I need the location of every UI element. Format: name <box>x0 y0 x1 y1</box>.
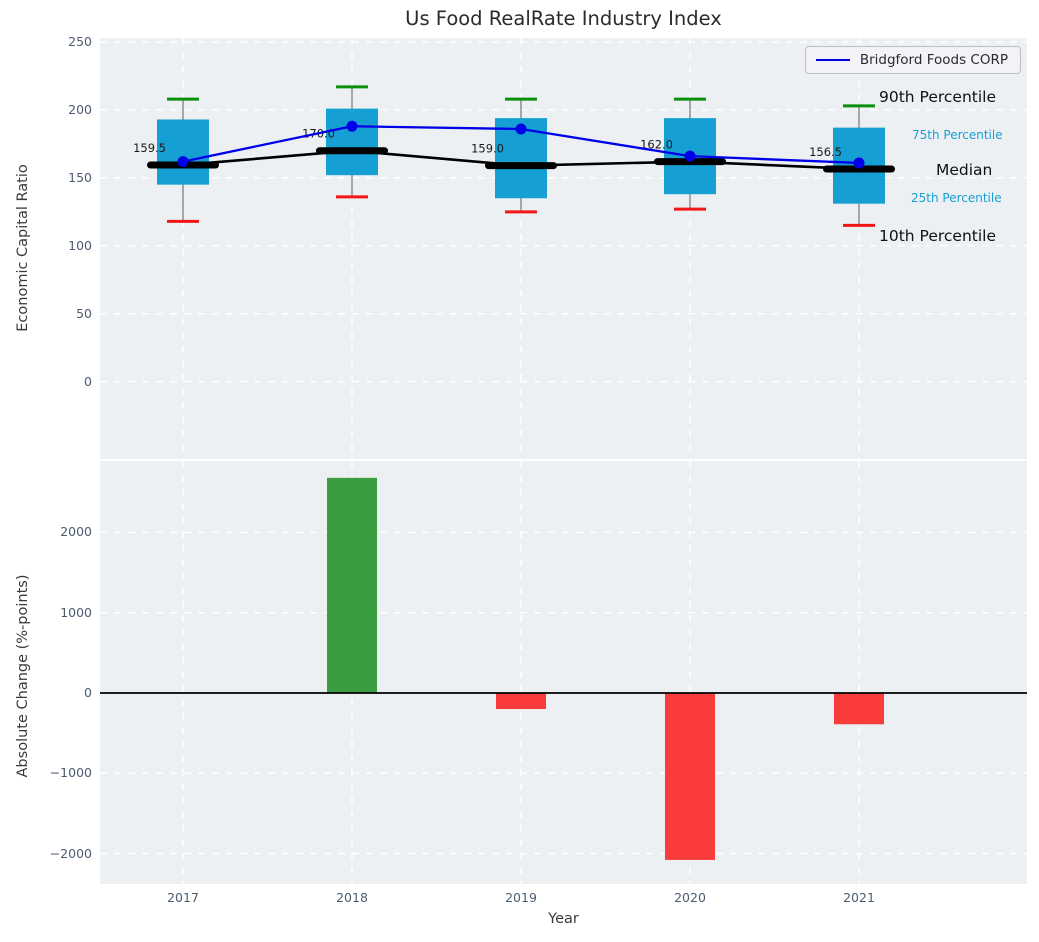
legend-line-sample <box>815 59 850 61</box>
company-marker-2020 <box>684 150 696 162</box>
xtick-2019: 2019 <box>505 890 537 905</box>
xtick-2017: 2017 <box>167 890 199 905</box>
annotation-10th-percentile: 10th Percentile <box>879 227 997 245</box>
industry-index-axes: 159.5 170.0 159.0 162.0 156.5 Bridgford Food… <box>100 38 1027 459</box>
absolute-change-plot <box>100 461 1027 884</box>
box-2017 <box>157 119 209 185</box>
bar-2019 <box>496 692 546 710</box>
bottom-ytick--2000: −2000 <box>49 845 92 861</box>
top-ytick-250: 250 <box>68 34 92 50</box>
top-ytick-50: 50 <box>76 305 92 321</box>
company-marker-2018 <box>346 120 358 132</box>
annotation-75th-percentile: 75th Percentile <box>912 128 1003 142</box>
company-marker-2021 <box>853 157 865 169</box>
box-2018 <box>326 108 378 176</box>
median-value-label-2019: 159.0 <box>471 142 504 156</box>
legend-label: Bridgford Foods CORP <box>859 52 1008 68</box>
company-marker-2017 <box>177 156 189 168</box>
top-ytick-0: 0 <box>84 373 92 389</box>
company-marker-2019 <box>515 123 527 135</box>
top-ytick-100: 100 <box>68 237 92 253</box>
annotation-median: Median <box>936 161 993 179</box>
median-marker-2018 <box>316 147 388 155</box>
median-value-label-2017: 159.5 <box>133 141 166 155</box>
top-ytick-200: 200 <box>68 102 92 117</box>
bottom-ytick--1000: −1000 <box>49 765 92 781</box>
bottom-ylabel: Absolute Change (%-points) <box>15 574 31 778</box>
bar-2018 <box>327 477 377 693</box>
x-axis-label: Year <box>548 911 579 927</box>
bottom-ytick-2000: 2000 <box>60 524 92 540</box>
xtick-2021: 2021 <box>843 890 875 905</box>
median-marker-2021 <box>823 165 895 173</box>
legend-box: Bridgford Foods CORP <box>804 46 1021 74</box>
top-ylabel: Economic Capital Ratio <box>15 164 31 332</box>
median-value-label-2020: 162.0 <box>640 138 673 152</box>
annotation-90th-percentile: 90th Percentile <box>879 88 997 106</box>
xtick-2018: 2018 <box>336 890 368 905</box>
chart-title: Us Food RealRate Industry Index <box>405 7 722 30</box>
bottom-ytick-0: 0 <box>84 685 92 700</box>
absolute-change-axes <box>100 461 1027 884</box>
bar-2020 <box>665 692 715 860</box>
xtick-2020: 2020 <box>674 890 706 905</box>
top-ytick-150: 150 <box>68 169 92 185</box>
bar-2021 <box>834 692 884 725</box>
median-marker-2019 <box>485 162 557 170</box>
annotation-25th-percentile: 25th Percentile <box>911 191 1002 205</box>
median-value-label-2021: 156.5 <box>809 145 842 159</box>
bottom-ytick-1000: 1000 <box>60 604 92 620</box>
